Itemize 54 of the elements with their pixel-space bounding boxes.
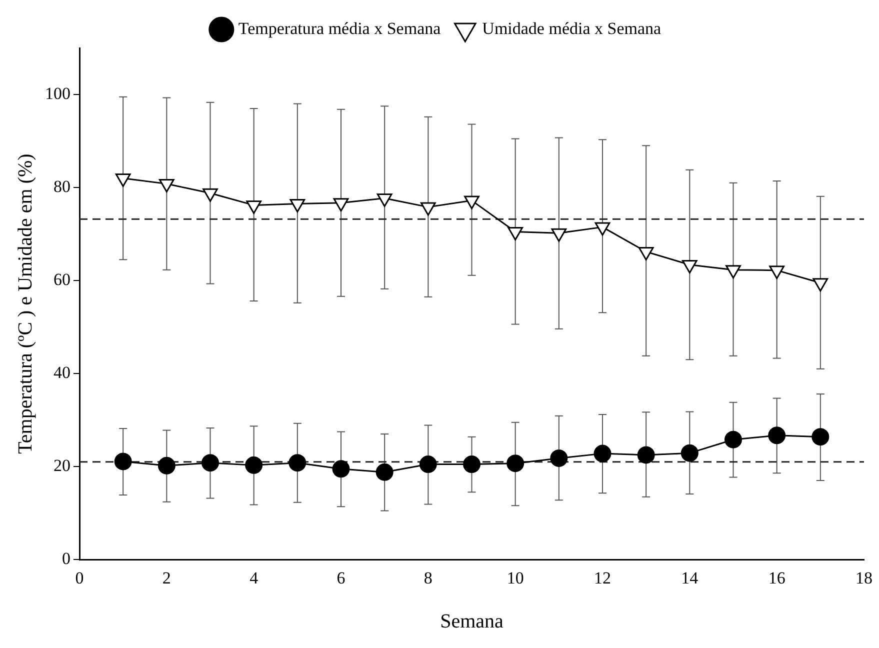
point <box>637 446 655 464</box>
y-tick-label: 40 <box>54 363 70 382</box>
point <box>288 454 306 472</box>
y-tick-label: 60 <box>54 270 70 290</box>
y-tick-label: 0 <box>62 549 70 568</box>
y-tick-label: 80 <box>54 176 70 196</box>
point <box>419 456 437 474</box>
y-tick-label: 100 <box>45 84 70 103</box>
x-tick-label: 16 <box>768 568 786 588</box>
x-tick-label: 8 <box>424 568 432 588</box>
point <box>726 265 741 279</box>
x-tick-label: 2 <box>162 568 171 588</box>
point <box>420 202 436 216</box>
x-axis-title: Semana <box>440 610 504 632</box>
y-axis-title: Temperatura (ºC ) e Umidade em (%) <box>14 154 36 454</box>
y-tick-label: 20 <box>54 456 70 476</box>
point <box>464 196 480 210</box>
point <box>594 444 612 462</box>
point <box>158 179 174 193</box>
point <box>290 199 306 213</box>
point <box>463 456 480 474</box>
point <box>812 278 828 292</box>
point <box>332 460 350 478</box>
point <box>551 228 567 242</box>
point <box>376 463 394 481</box>
point <box>246 200 262 214</box>
x-tick-label: 12 <box>594 568 611 588</box>
point <box>333 198 349 212</box>
point <box>724 430 742 448</box>
legend-label: Umidade média x Semana <box>482 18 662 38</box>
point <box>245 456 263 474</box>
point <box>202 188 218 202</box>
point <box>376 193 392 207</box>
x-tick-label: 6 <box>336 568 346 588</box>
point <box>682 260 698 274</box>
point <box>550 449 568 467</box>
x-tick-label: 18 <box>856 568 872 588</box>
x-tick-label: 0 <box>75 568 84 588</box>
x-tick-label: 10 <box>506 568 524 588</box>
x-tick-label: 4 <box>250 568 259 588</box>
legend-label: Temperatura média x Semana <box>238 18 442 38</box>
point <box>768 426 786 444</box>
point <box>812 428 830 446</box>
point <box>114 452 132 470</box>
point <box>158 456 176 474</box>
point <box>115 173 131 187</box>
x-tick-label: 14 <box>681 568 699 588</box>
point <box>680 444 698 462</box>
point <box>638 246 654 260</box>
point <box>508 226 524 240</box>
point <box>506 454 524 472</box>
point <box>769 266 785 280</box>
point <box>202 454 219 472</box>
point <box>594 222 610 236</box>
